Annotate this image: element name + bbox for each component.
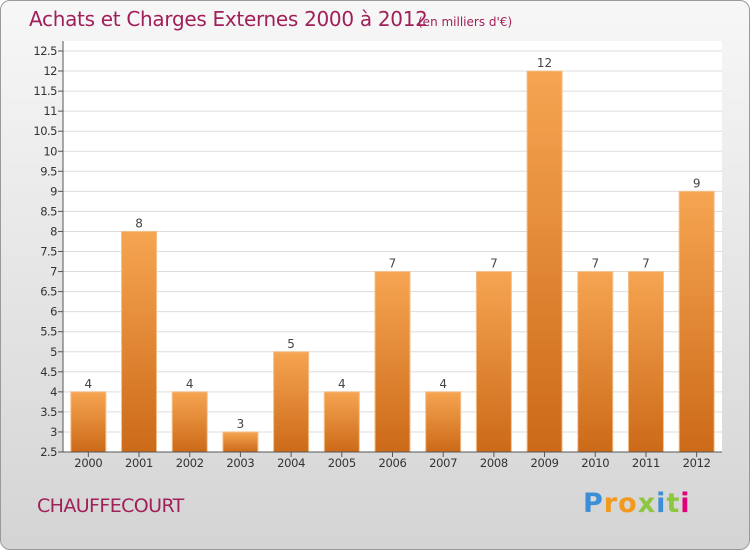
- bar: [577, 271, 614, 453]
- y-tick-label: 6: [50, 305, 57, 319]
- bar-value-label: 12: [537, 56, 552, 70]
- x-tick-label: 2005: [328, 456, 356, 470]
- bar-value-label: 4: [338, 377, 346, 391]
- bar: [70, 391, 107, 453]
- y-tick-label: 10.5: [33, 124, 57, 138]
- bar-value-label: 4: [85, 377, 93, 391]
- bar-value-label: 9: [693, 176, 701, 190]
- y-tick-label: 2.5: [40, 445, 57, 459]
- place-name: CHAUFFECOURT: [37, 495, 184, 517]
- bar: [323, 391, 360, 453]
- bar: [273, 351, 310, 453]
- x-tick-label: 2007: [429, 456, 457, 470]
- y-tick-label: 3: [50, 425, 57, 439]
- x-tick-label: 2002: [176, 456, 204, 470]
- bar-value-label: 3: [237, 417, 245, 431]
- y-tick-label: 9.5: [40, 164, 57, 178]
- chart-title: Achats et Charges Externes 2000 à 2012: [29, 7, 428, 31]
- y-tick-label: 5.5: [40, 325, 57, 339]
- y-tick-label: 12.5: [33, 44, 57, 58]
- x-tick-label: 2003: [226, 456, 254, 470]
- bar: [374, 271, 411, 453]
- bar-value-label: 7: [490, 257, 498, 271]
- x-tick-label: 2006: [378, 456, 406, 470]
- y-tick-label: 8: [50, 224, 57, 238]
- bar: [678, 190, 715, 453]
- x-tick-label: 2010: [581, 456, 609, 470]
- bar: [121, 230, 158, 453]
- bar: [526, 70, 563, 453]
- x-tick-label: 2009: [531, 456, 559, 470]
- bar-value-label: 7: [389, 257, 397, 271]
- x-tick-label: 2004: [277, 456, 305, 470]
- y-tick-label: 3.5: [40, 405, 57, 419]
- bar-value-label: 4: [186, 377, 194, 391]
- y-tick-label: 7: [50, 265, 57, 279]
- x-tick-label: 2000: [74, 456, 102, 470]
- y-tick-label: 11.5: [33, 84, 57, 98]
- bar: [475, 271, 512, 453]
- y-tick-label: 7.5: [40, 245, 57, 259]
- bar-value-label: 7: [642, 257, 650, 271]
- bar-value-label: 4: [439, 377, 447, 391]
- y-tick-label: 11: [43, 104, 57, 118]
- y-tick-label: 4: [50, 385, 57, 399]
- x-tick-label: 2008: [480, 456, 508, 470]
- y-tick-label: 9: [50, 184, 57, 198]
- bar-value-label: 8: [135, 216, 143, 230]
- bar-value-label: 7: [591, 257, 599, 271]
- x-tick-label: 2001: [125, 456, 153, 470]
- y-tick-label: 8.5: [40, 204, 57, 218]
- bar: [171, 391, 208, 453]
- bar-value-label: 5: [287, 337, 295, 351]
- bar: [222, 431, 259, 453]
- y-tick-label: 12: [43, 64, 57, 78]
- y-tick-label: 10: [43, 144, 57, 158]
- x-tick-label: 2011: [632, 456, 660, 470]
- y-tick-label: 4.5: [40, 365, 57, 379]
- y-tick-label: 6.5: [40, 285, 57, 299]
- proxiti-logo: Proxiti: [583, 488, 691, 519]
- bar: [425, 391, 462, 453]
- y-tick-label: 5: [50, 345, 57, 359]
- bar: [627, 271, 664, 453]
- chart-subtitle: (en milliers d'€): [418, 15, 513, 29]
- x-tick-label: 2012: [683, 456, 711, 470]
